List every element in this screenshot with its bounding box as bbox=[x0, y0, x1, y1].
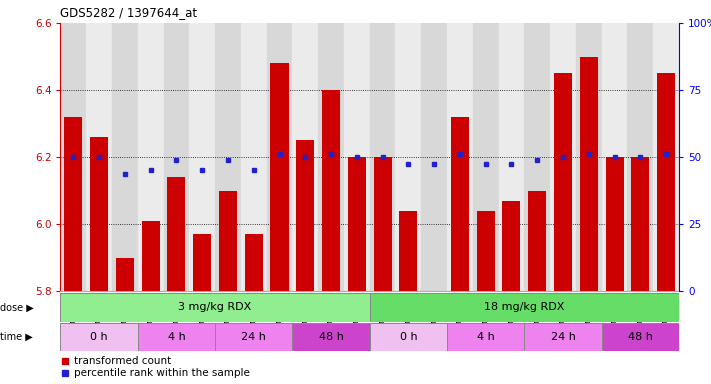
Bar bbox=[60, 293, 370, 322]
Bar bbox=[344, 23, 370, 291]
Bar bbox=[245, 234, 263, 291]
Text: 18 mg/kg RDX: 18 mg/kg RDX bbox=[484, 302, 565, 313]
Bar bbox=[138, 23, 164, 291]
Bar bbox=[219, 190, 237, 291]
Bar bbox=[189, 23, 215, 291]
Bar bbox=[576, 23, 602, 291]
Bar bbox=[602, 23, 627, 291]
Bar bbox=[348, 157, 366, 291]
Bar bbox=[60, 323, 138, 351]
Bar bbox=[90, 137, 108, 291]
Bar bbox=[395, 23, 421, 291]
Bar bbox=[60, 23, 86, 291]
Bar bbox=[138, 323, 215, 351]
Text: 0 h: 0 h bbox=[400, 332, 417, 342]
Bar bbox=[322, 90, 340, 291]
Bar bbox=[270, 63, 289, 291]
Bar bbox=[524, 323, 602, 351]
Bar bbox=[193, 234, 211, 291]
Bar bbox=[498, 23, 524, 291]
Text: 4 h: 4 h bbox=[477, 332, 495, 342]
Text: 0 h: 0 h bbox=[90, 332, 108, 342]
Bar bbox=[451, 117, 469, 291]
Bar bbox=[370, 293, 679, 322]
Bar bbox=[215, 323, 292, 351]
Bar bbox=[476, 211, 495, 291]
Bar bbox=[116, 258, 134, 291]
Bar bbox=[370, 323, 447, 351]
Bar bbox=[267, 23, 292, 291]
Text: 24 h: 24 h bbox=[241, 332, 266, 342]
Bar bbox=[653, 23, 679, 291]
Text: 3 mg/kg RDX: 3 mg/kg RDX bbox=[178, 302, 252, 313]
Bar bbox=[627, 23, 653, 291]
Bar bbox=[86, 23, 112, 291]
Bar bbox=[215, 23, 241, 291]
Bar bbox=[318, 23, 344, 291]
Bar bbox=[447, 323, 524, 351]
Bar bbox=[167, 177, 186, 291]
Text: dose ▶: dose ▶ bbox=[0, 302, 33, 313]
Bar bbox=[606, 157, 624, 291]
Bar bbox=[447, 23, 473, 291]
Bar bbox=[164, 23, 189, 291]
Bar bbox=[579, 56, 598, 291]
Text: GDS5282 / 1397644_at: GDS5282 / 1397644_at bbox=[60, 6, 198, 19]
Bar bbox=[473, 23, 498, 291]
Text: 4 h: 4 h bbox=[168, 332, 186, 342]
Bar bbox=[503, 200, 520, 291]
Text: 24 h: 24 h bbox=[550, 332, 575, 342]
Bar bbox=[112, 23, 138, 291]
Bar bbox=[421, 23, 447, 291]
Bar bbox=[241, 23, 267, 291]
Bar bbox=[602, 323, 679, 351]
Bar bbox=[657, 73, 675, 291]
Bar bbox=[64, 117, 82, 291]
Bar bbox=[292, 323, 370, 351]
Bar bbox=[292, 23, 318, 291]
Text: transformed count: transformed count bbox=[74, 356, 171, 366]
Bar bbox=[524, 23, 550, 291]
Text: time ▶: time ▶ bbox=[0, 332, 33, 342]
Bar bbox=[425, 291, 443, 384]
Bar bbox=[141, 221, 160, 291]
Bar bbox=[554, 73, 572, 291]
Text: 48 h: 48 h bbox=[319, 332, 343, 342]
Bar bbox=[631, 157, 649, 291]
Bar bbox=[550, 23, 576, 291]
Text: percentile rank within the sample: percentile rank within the sample bbox=[74, 368, 250, 379]
Bar bbox=[370, 23, 395, 291]
Bar bbox=[400, 211, 417, 291]
Text: 48 h: 48 h bbox=[628, 332, 653, 342]
Bar bbox=[296, 140, 314, 291]
Bar bbox=[373, 157, 392, 291]
Bar bbox=[528, 190, 546, 291]
